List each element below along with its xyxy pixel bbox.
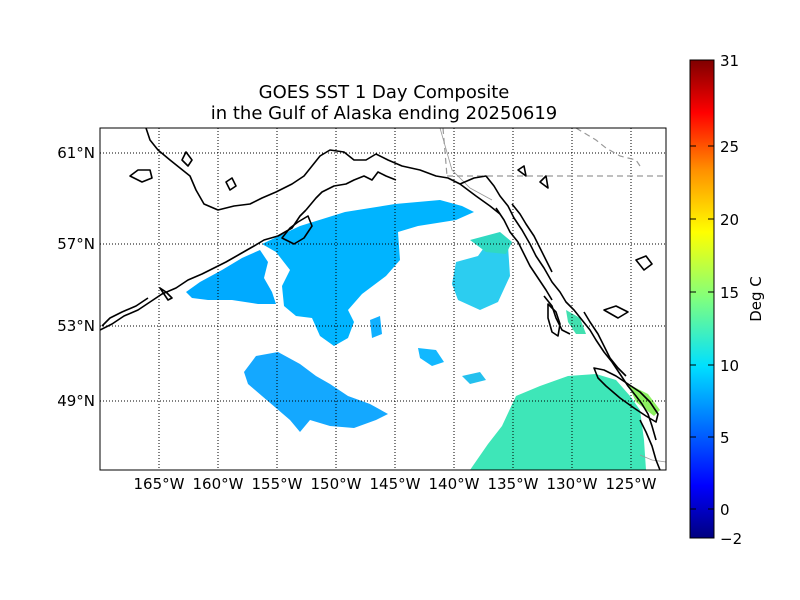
coastlines [100,128,661,470]
lon-label-155w: 155°W [252,475,303,493]
colorbar-tick-25: 25 [720,138,739,156]
lon-label-135w: 135°W [488,475,539,493]
lat-label-61n: 61°N [57,144,95,162]
sst-patch-small-3 [370,316,382,338]
sst-patch-se-alaska-coast [470,232,512,254]
sst-patch-small-1 [418,348,444,366]
lon-label-125w: 125°W [606,475,657,493]
lon-label-165w: 165°W [134,475,185,493]
lat-label-49n: 49°N [57,392,95,410]
colorbar-tick-5: 5 [720,429,730,447]
colorbar-tick-minus2: −2 [720,530,742,548]
map-frame [99,127,667,471]
lon-label-145w: 145°W [370,475,421,493]
sst-patch-hecate [566,310,586,334]
lon-label-140w: 140°W [429,475,480,493]
colorbar-tick-10: 10 [720,357,739,375]
colorbar [689,59,715,539]
lat-label-53n: 53°N [57,317,95,335]
sst-patch-alaska-peninsula [186,250,276,304]
colorbar-tick-31: 31 [720,52,739,70]
lon-label-130w: 130°W [547,475,598,493]
colorbar-tick-15: 15 [720,284,739,302]
lon-label-150w: 150°W [311,475,362,493]
colorbar-tick-0: 0 [720,501,730,519]
sst-patch-southeast [470,374,646,470]
sst-patch-eastern-gulf [452,242,510,310]
sst-patch-central-gulf [262,200,474,346]
lat-label-57n: 57°N [57,235,95,253]
colorbar-tick-20: 20 [720,211,739,229]
inner-boundaries [439,128,666,463]
sst-patch-small-2 [462,372,486,384]
colorbar-label: Deg C [747,276,765,322]
political-boundaries [442,128,666,177]
sst-patch-southwest [244,352,388,432]
map-title-line-2: in the Gulf of Alaska ending 20250619 [210,103,558,124]
map-title-line-1: GOES SST 1 Day Composite [258,82,510,103]
sst-patch-bc-coast [628,384,660,416]
lon-label-160w: 160°W [193,475,244,493]
colorbar-ticks [690,59,714,539]
sst-data-layer [186,200,660,470]
